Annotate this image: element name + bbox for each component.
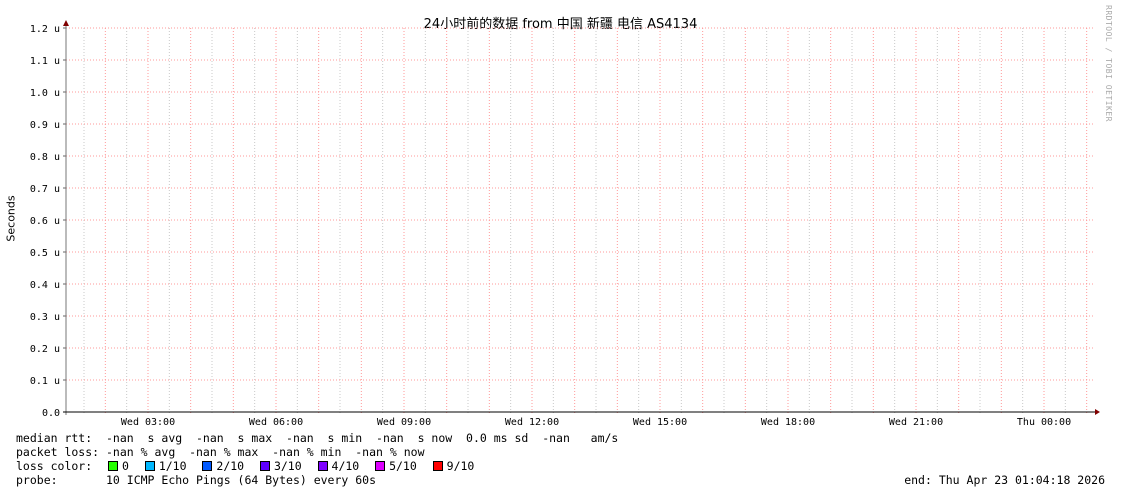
y-tick-label: 0.6 u — [30, 216, 60, 227]
loss-color-swatch — [202, 461, 213, 471]
y-axis-arrow — [63, 20, 69, 26]
loss-color-swatch — [375, 461, 386, 471]
x-tick-label: Thu 00:00 — [1017, 417, 1071, 428]
loss-color-label: loss color: — [16, 459, 93, 473]
y-tick-label: 0.2 u — [30, 344, 60, 355]
x-tick-label: Wed 15:00 — [633, 417, 687, 428]
loss-color-value: 9/10 — [446, 459, 475, 473]
loss-color-swatch — [108, 461, 119, 471]
y-tick-label: 0.4 u — [30, 280, 60, 291]
y-tick-label: 0.5 u — [30, 248, 60, 259]
y-tick-label: 0.0 — [42, 408, 60, 419]
x-tick-label: Wed 21:00 — [889, 417, 943, 428]
loss-color-item: 9/10 — [417, 459, 475, 473]
y-tick-label: 0.1 u — [30, 376, 60, 387]
y-tick-label: 0.3 u — [30, 312, 60, 323]
x-tick-label: Wed 18:00 — [761, 417, 815, 428]
y-tick-label: 0.9 u — [30, 120, 60, 131]
x-tick-label: Wed 09:00 — [377, 417, 431, 428]
loss-color-swatch — [432, 461, 443, 471]
median-rtt-line: median rtt: -nan s avg -nan s max -nan s… — [16, 431, 619, 445]
y-tick-label: 0.8 u — [30, 152, 60, 163]
loss-color-value: 1/10 — [158, 459, 187, 473]
y-tick-label: 0.7 u — [30, 184, 60, 195]
loss-color-item: 1/10 — [129, 459, 187, 473]
probe-line: probe: 10 ICMP Echo Pings (64 Bytes) eve… — [16, 473, 377, 487]
loss-color-value: 4/10 — [331, 459, 360, 473]
loss-color-swatch — [317, 461, 328, 471]
packet-loss-line: packet loss: -nan % avg -nan % max -nan … — [16, 445, 425, 459]
y-tick-label: 1.0 u — [30, 88, 60, 99]
loss-color-swatch — [144, 461, 155, 471]
loss-color-item: 4/10 — [302, 459, 360, 473]
x-tick-label: Wed 03:00 — [121, 417, 175, 428]
x-axis-arrow — [1095, 409, 1100, 415]
loss-color-legend: loss color: 0 1/10 2/10 3/10 4/10 5/10 9… — [16, 459, 474, 473]
loss-color-value: 5/10 — [389, 459, 417, 473]
x-tick-label: Wed 06:00 — [249, 417, 303, 428]
loss-color-item: 5/10 — [359, 459, 417, 473]
loss-color-item: 2/10 — [187, 459, 245, 473]
loss-color-value: 0 — [122, 459, 129, 473]
x-tick-label: Wed 12:00 — [505, 417, 559, 428]
loss-color-value: 2/10 — [216, 459, 245, 473]
end-time: end: Thu Apr 23 01:04:18 2026 — [904, 473, 1105, 487]
loss-color-value: 3/10 — [273, 459, 302, 473]
loss-color-swatch — [259, 461, 270, 471]
y-tick-label: 1.1 u — [30, 56, 60, 67]
loss-color-item: 3/10 — [244, 459, 302, 473]
loss-color-item: 0 — [92, 459, 129, 473]
watermark: RRDTOOL / TOBI OETIKER — [1104, 5, 1113, 122]
y-tick-label: 1.2 u — [30, 24, 60, 35]
